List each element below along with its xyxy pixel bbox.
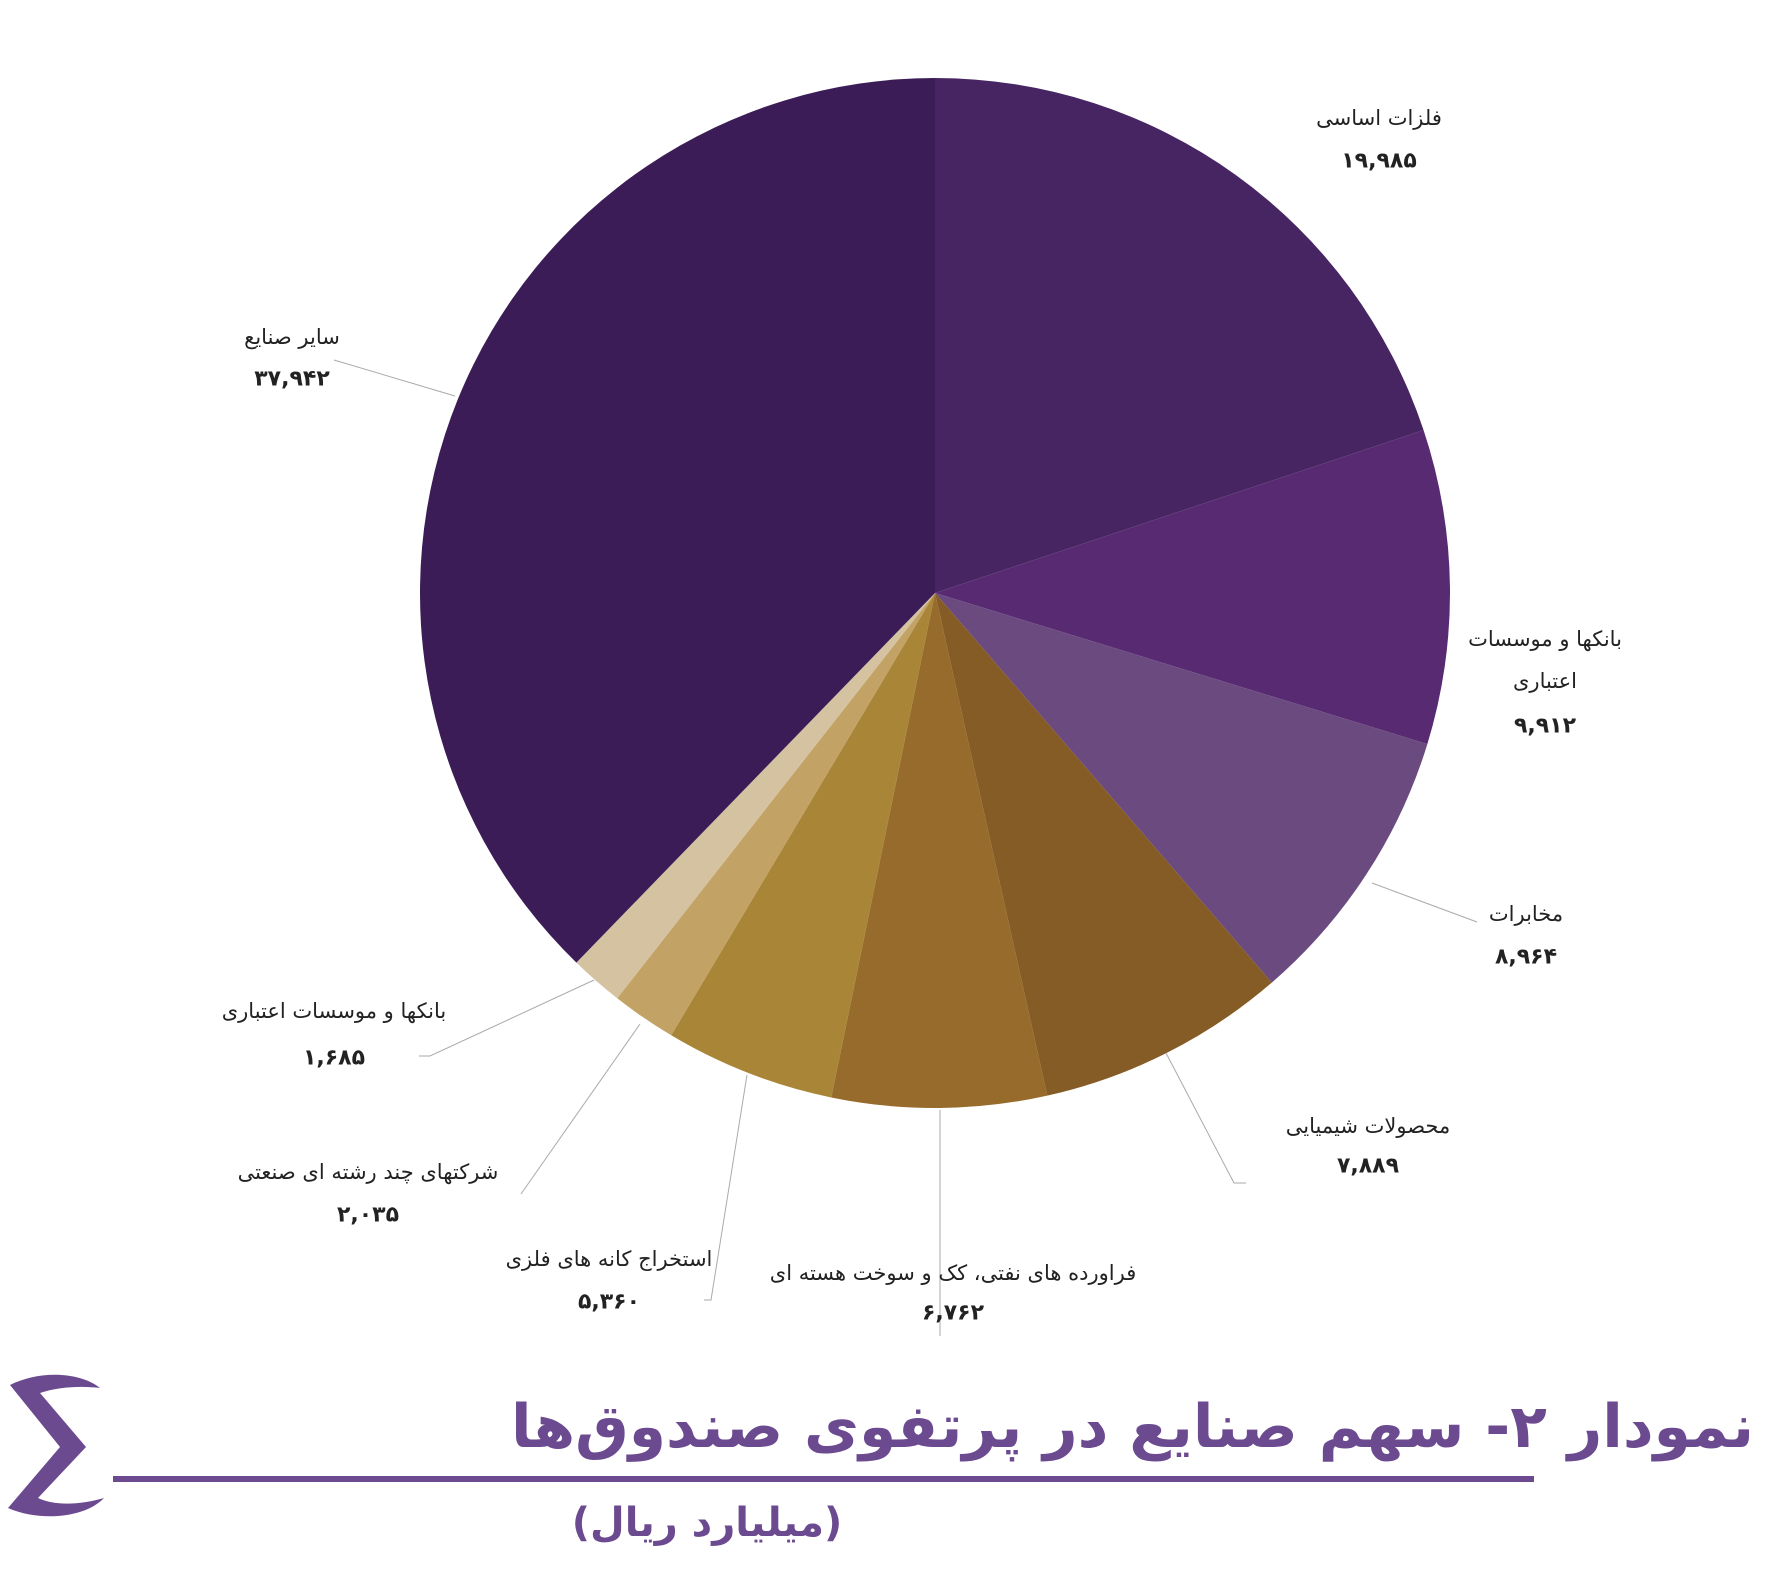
slice-label: بانکها و موسسات اعتباری [221,999,447,1023]
pie-slice [617,593,935,1036]
value-label: ۱,۶۸۵ [302,1045,366,1071]
value-label: ۱۹,۹۸۵ [1341,148,1417,174]
pie-slice [935,430,1451,745]
slice-label: مخابرات [1488,902,1564,926]
value-label: ۶,۷۶۲ [921,1300,985,1326]
value-label: ۸,۹۶۴ [1494,944,1558,970]
slice-label: شرکتهای چند رشته ای صنعتی [237,1160,499,1184]
leader-line [333,359,456,397]
pie-slice [935,593,1272,1096]
pie-slice [935,78,1424,593]
leader-line [704,1074,748,1301]
slice-label: بانکها و موسسات اعتباری [1468,627,1622,693]
value-label: ۵,۳۶۰ [577,1289,641,1315]
pie-slice [576,593,935,999]
slice-label: محصولات شیمیایی [1285,1114,1451,1138]
leader-line [1165,1052,1246,1184]
leader-line [1371,882,1478,923]
pie-slice [831,593,1048,1108]
chart-subtitle: (میلیارد ریال) [571,1500,843,1546]
sigma-logo [8,1374,104,1517]
slice-label: فراورده های نفتی، کک و سوخت هسته ای [769,1261,1137,1285]
value-label: ۹,۹۱۲ [1513,713,1577,739]
slice-label: استخراج کانه های فلزی [505,1247,713,1271]
leader-line [520,1023,641,1195]
pie-slice [671,593,935,1098]
value-label: ۲,۰۳۵ [336,1202,400,1228]
value-label: ۷,۸۸۹ [1336,1153,1400,1179]
chart-title: نمودار ۲- سهم صنایع در پرتفوی صندوق‌ها [510,1392,1754,1462]
value-label: ۳۷,۹۴۲ [254,366,330,392]
slice-label: فلزات اساسی [1316,106,1442,130]
slice-label: سایر صنایع [244,325,340,349]
pie-slice [420,78,936,963]
pie-slice [935,593,1428,983]
leader-line [419,979,595,1057]
